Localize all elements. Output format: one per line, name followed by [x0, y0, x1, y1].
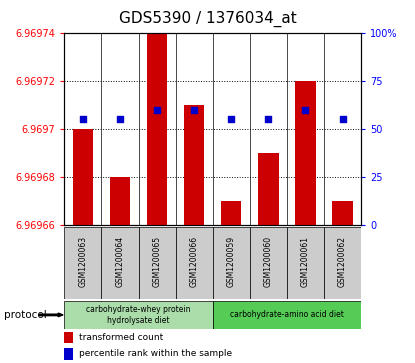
Text: GSM1200059: GSM1200059: [227, 236, 236, 287]
Bar: [250, 227, 287, 299]
Text: GSM1200063: GSM1200063: [78, 236, 88, 287]
Text: GSM1200061: GSM1200061: [301, 236, 310, 287]
Bar: [73, 129, 93, 225]
Bar: [139, 227, 176, 299]
Text: GSM1200065: GSM1200065: [153, 236, 161, 287]
Bar: [295, 81, 316, 225]
Text: GSM1200062: GSM1200062: [338, 236, 347, 287]
Point: [154, 107, 160, 113]
Bar: [213, 227, 250, 299]
Bar: [110, 177, 130, 225]
Text: protocol: protocol: [4, 310, 47, 320]
Point: [228, 116, 234, 122]
Point: [191, 107, 198, 113]
Bar: [176, 227, 213, 299]
Text: GDS5390 / 1376034_at: GDS5390 / 1376034_at: [119, 11, 296, 27]
Text: percentile rank within the sample: percentile rank within the sample: [79, 350, 232, 359]
Text: GSM1200064: GSM1200064: [115, 236, 124, 287]
Bar: [287, 227, 324, 299]
Bar: [64, 332, 73, 343]
Bar: [147, 33, 167, 225]
Bar: [221, 201, 242, 225]
Bar: [101, 227, 139, 299]
Bar: [332, 201, 353, 225]
Point: [117, 116, 123, 122]
Point: [302, 107, 309, 113]
Bar: [64, 227, 101, 299]
Text: carbohydrate-amino acid diet: carbohydrate-amino acid diet: [230, 310, 344, 319]
Text: transformed count: transformed count: [79, 333, 164, 342]
Point: [339, 116, 346, 122]
Bar: [184, 105, 204, 225]
Text: GSM1200066: GSM1200066: [190, 236, 199, 287]
Bar: [213, 301, 361, 329]
Bar: [64, 301, 213, 329]
Point: [265, 116, 272, 122]
Bar: [324, 227, 361, 299]
Text: carbohydrate-whey protein
hydrolysate diet: carbohydrate-whey protein hydrolysate di…: [86, 305, 191, 325]
Bar: [258, 153, 278, 225]
Text: GSM1200060: GSM1200060: [264, 236, 273, 287]
Point: [80, 116, 86, 122]
Bar: [64, 348, 73, 359]
